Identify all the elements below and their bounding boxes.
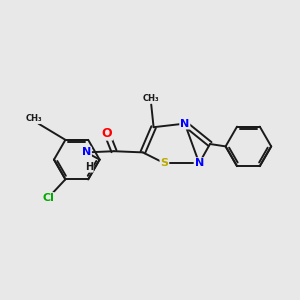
Text: N: N	[82, 147, 91, 158]
Text: O: O	[101, 127, 112, 140]
Text: S: S	[160, 158, 168, 168]
Text: N: N	[180, 118, 189, 129]
Text: CH₃: CH₃	[143, 94, 160, 103]
Text: CH₃: CH₃	[25, 114, 42, 123]
Text: H: H	[85, 162, 93, 172]
Text: Cl: Cl	[42, 193, 54, 203]
Text: N: N	[195, 158, 204, 168]
